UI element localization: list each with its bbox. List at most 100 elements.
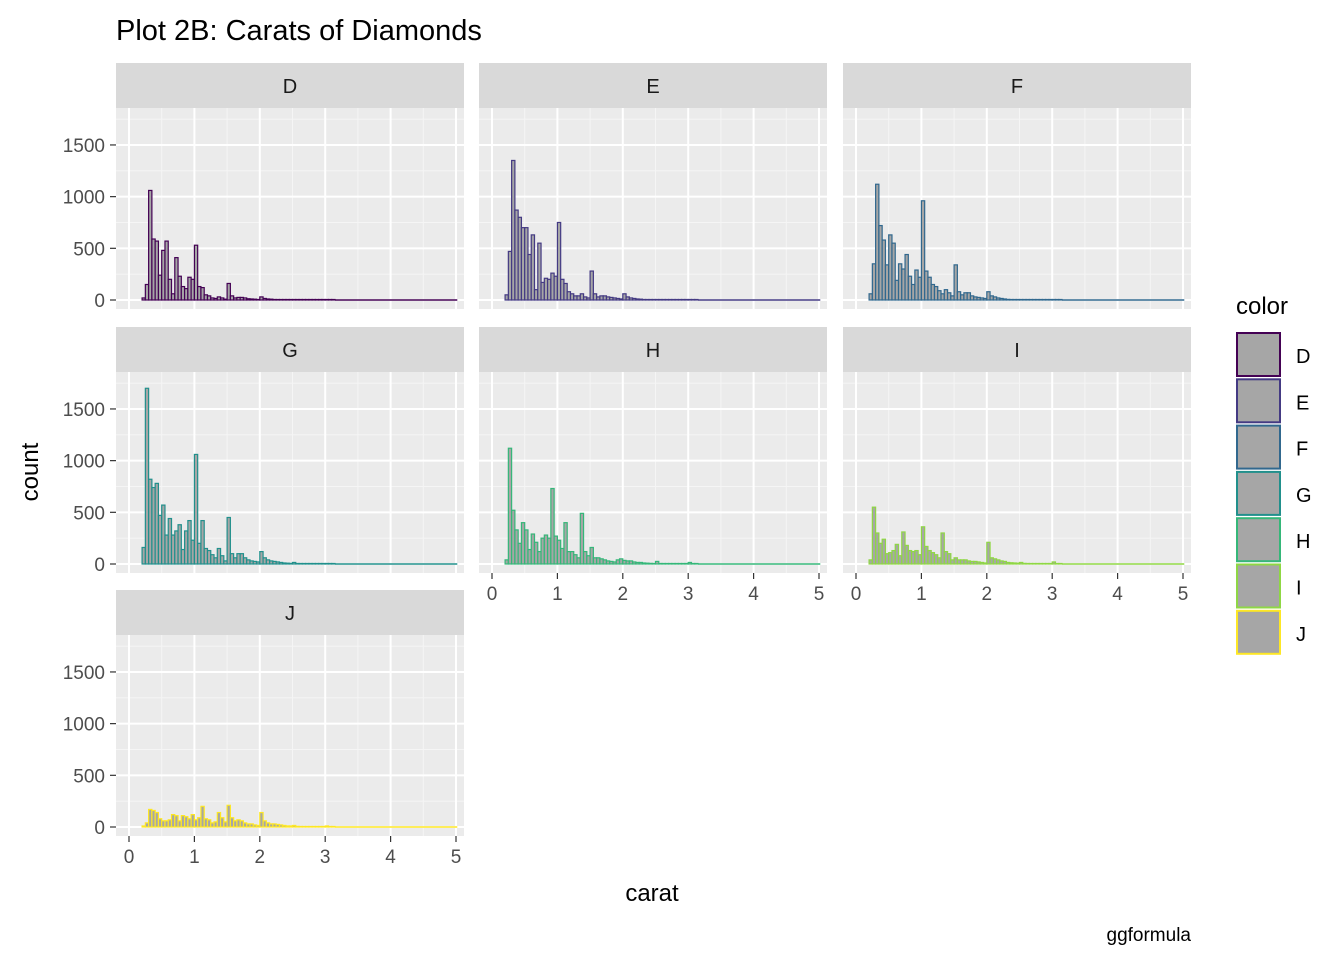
facet-strip-label: D — [283, 76, 297, 98]
histogram-bar — [920, 200, 926, 301]
histogram-bar — [524, 529, 529, 565]
histogram-bars — [141, 189, 458, 301]
histogram-bar — [530, 234, 536, 301]
facet-panel-e: E — [479, 63, 827, 309]
x-tick-label: 5 — [814, 584, 825, 605]
histogram-bar — [144, 387, 150, 565]
legend-label: H — [1296, 531, 1310, 553]
histogram-bar — [579, 512, 585, 565]
histogram-bar — [556, 221, 562, 301]
y-axis: 0 500 1000 1500 — [63, 663, 116, 839]
x-axis-title: carat — [625, 880, 679, 907]
histogram-bars — [868, 183, 1185, 301]
legend-key — [1236, 332, 1281, 377]
histogram-bar — [940, 532, 945, 565]
y-tick-label: 500 — [73, 766, 105, 787]
histogram-bar — [589, 270, 594, 301]
legend-label: E — [1296, 392, 1309, 414]
facet-strip-label: E — [646, 76, 659, 98]
legend-item-f: F — [1236, 424, 1308, 470]
histogram-bar — [177, 524, 182, 565]
y-axis: 0 500 1000 1500 — [63, 136, 116, 312]
y-tick-label: 1500 — [63, 663, 105, 684]
x-tick-label: 1 — [552, 584, 563, 605]
legend-label: G — [1296, 485, 1312, 507]
legend-item-g: G — [1236, 470, 1312, 516]
histogram-bar — [507, 447, 513, 565]
legend: color D E F G H I J — [1236, 293, 1312, 655]
legend-label: I — [1296, 578, 1302, 600]
x-tick-label: 3 — [320, 847, 331, 868]
facet-panel-g: G 0 500 1000 1500 — [63, 327, 464, 576]
histogram-bar — [331, 825, 336, 828]
histogram-bar — [154, 240, 160, 301]
histogram-bar — [193, 244, 199, 301]
histogram-bar — [219, 555, 225, 565]
histogram-bars — [141, 387, 458, 565]
x-tick-label: 0 — [487, 584, 498, 605]
x-tick-label: 0 — [851, 584, 862, 605]
histogram-bar — [881, 538, 887, 565]
panel-background — [843, 372, 1191, 573]
y-axis: 0 500 1000 1500 — [63, 400, 116, 576]
legend-item-i: I — [1236, 563, 1302, 609]
facet-strip — [843, 327, 1191, 372]
legend-key — [1236, 424, 1281, 470]
legend-label: J — [1296, 624, 1306, 646]
histogram-bar — [1058, 298, 1063, 301]
x-axis: 0 1 2 3 4 5 — [487, 573, 825, 605]
x-axis: 0 1 2 3 4 5 — [851, 573, 1188, 605]
legend-item-j: J — [1236, 609, 1306, 655]
histogram-bar — [1058, 562, 1063, 565]
facet-strip — [116, 327, 464, 372]
facet-strip-label: G — [282, 340, 298, 362]
histogram-bar — [946, 553, 952, 565]
histogram-bar — [563, 522, 568, 565]
legend-label: D — [1296, 346, 1310, 368]
y-tick-label: 0 — [94, 291, 105, 312]
histogram-bar — [331, 562, 336, 565]
histogram-bars — [868, 506, 1185, 565]
histogram-bar — [226, 282, 231, 301]
histogram-bar — [891, 242, 896, 301]
x-tick-label: 2 — [982, 584, 993, 605]
panel-background — [116, 635, 464, 836]
plot-caption: ggformula — [1107, 925, 1192, 946]
facet-strip — [116, 590, 464, 635]
panel-background — [479, 372, 827, 573]
facet-panel-d: D 0 500 1000 1500 — [63, 63, 464, 312]
y-axis-title: count — [17, 442, 44, 501]
facet-panel-h: H 0 1 2 3 4 5 — [479, 327, 827, 605]
legend-key — [1236, 378, 1281, 424]
y-tick-label: 1500 — [63, 136, 105, 157]
x-tick-label: 1 — [189, 847, 200, 868]
histogram-bars — [141, 804, 458, 828]
histogram-bar — [331, 298, 336, 301]
legend-label: F — [1296, 439, 1308, 461]
histogram-bar — [167, 278, 173, 301]
legend-key — [1236, 470, 1281, 516]
facet-strip-label: H — [646, 340, 660, 362]
y-tick-label: 1000 — [63, 188, 105, 209]
histogram-bar — [226, 516, 231, 565]
legend-key — [1236, 563, 1281, 609]
facet-panel-f: F — [843, 63, 1191, 309]
legend-key — [1236, 609, 1281, 655]
y-tick-label: 0 — [94, 555, 105, 576]
x-tick-label: 2 — [255, 847, 266, 868]
histogram-bar — [920, 526, 926, 565]
legend-item-d: D — [1236, 332, 1310, 377]
facet-strip — [116, 63, 464, 108]
facet-strip-label: I — [1014, 340, 1020, 362]
histogram-bar — [200, 805, 205, 828]
y-tick-label: 0 — [94, 818, 105, 839]
x-tick-label: 4 — [1112, 584, 1123, 605]
facet-strip-label: J — [285, 603, 295, 625]
panel-background — [116, 108, 464, 309]
y-tick-label: 1500 — [63, 400, 105, 421]
x-tick-label: 4 — [385, 847, 396, 868]
y-tick-label: 1000 — [63, 715, 105, 736]
histogram-bar — [193, 453, 199, 565]
chart-title: Plot 2B: Carats of Diamonds — [116, 15, 482, 47]
